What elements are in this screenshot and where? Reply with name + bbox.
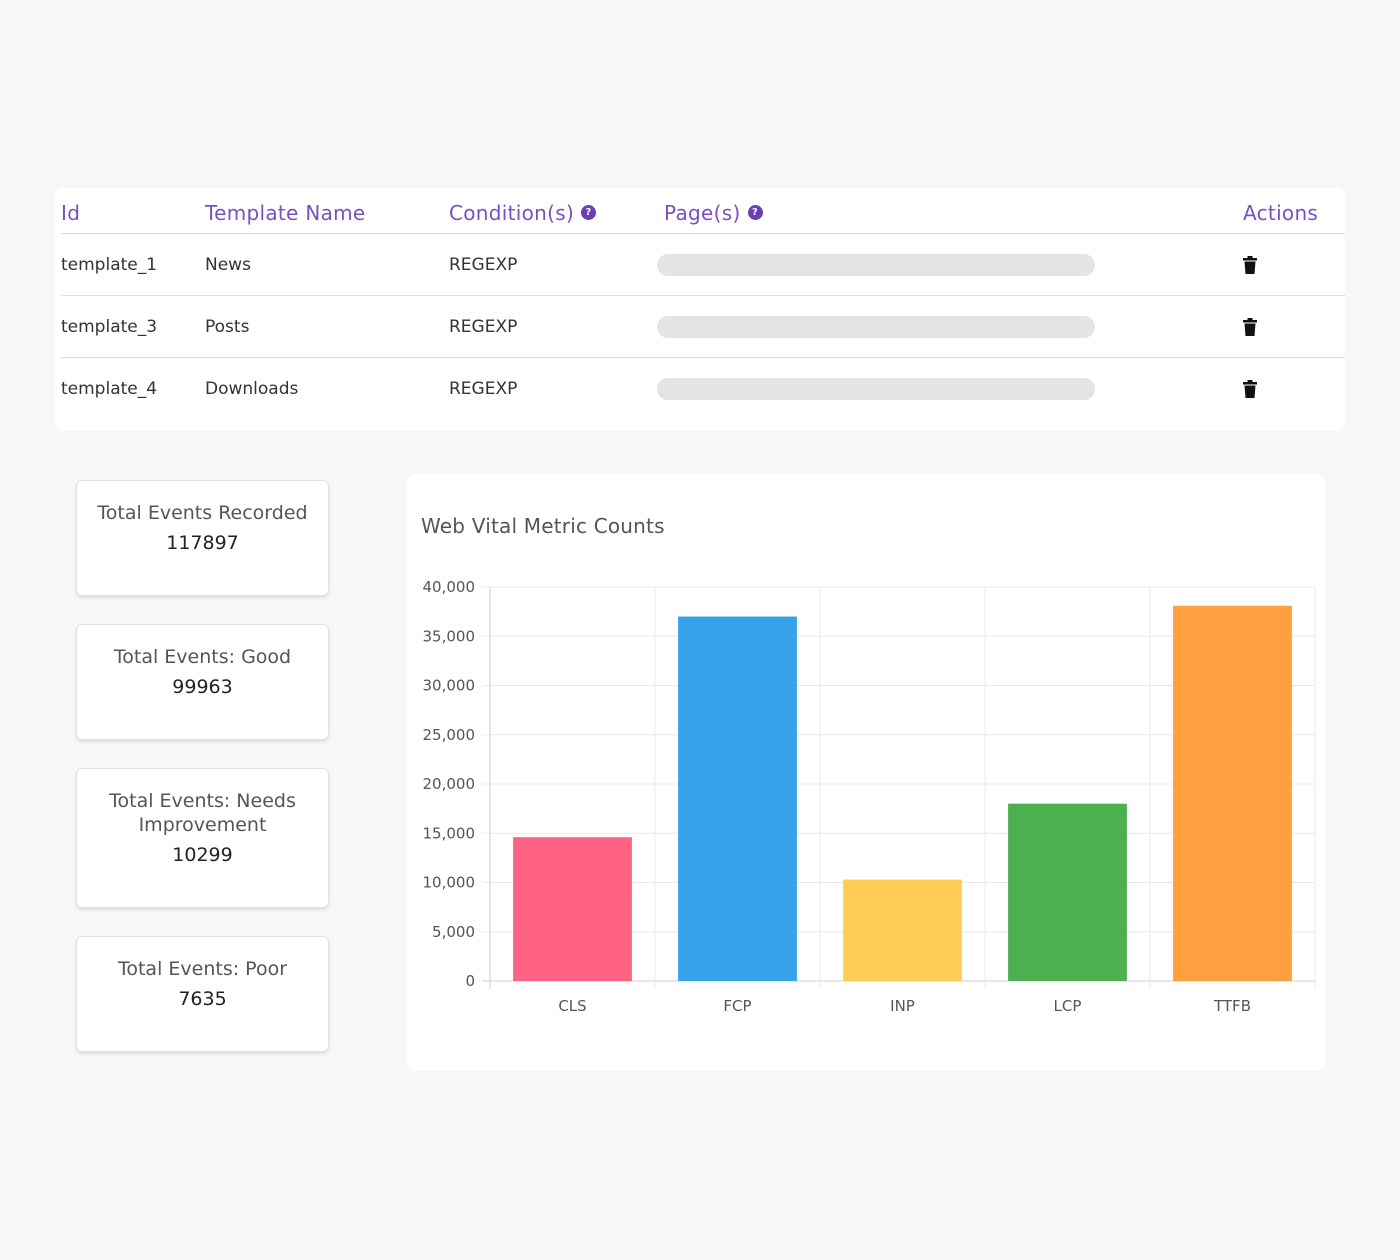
stat-label: Total Events: Needs Improvement <box>109 790 296 836</box>
stat-value: 99963 <box>172 676 233 698</box>
bar-cls <box>513 837 632 981</box>
stat-label: Total Events Recorded <box>97 502 308 524</box>
y-tick-label: 5,000 <box>432 923 475 941</box>
header-conditions-label: Condition(s) <box>449 200 575 225</box>
header-conditions[interactable]: Condition(s) ? <box>449 188 597 233</box>
y-tick-label: 40,000 <box>423 578 476 596</box>
y-tick-label: 0 <box>465 972 475 990</box>
stat-label: Total Events: Poor <box>117 958 288 980</box>
header-actions: Actions <box>1243 200 1319 225</box>
template-condition: REGEXP <box>449 316 518 337</box>
trash-icon[interactable] <box>1243 380 1257 398</box>
template-condition: REGEXP <box>449 379 518 399</box>
stat-card-good: Total Events: Good 99963 <box>76 624 329 740</box>
header-pages-label: Page(s) <box>664 200 741 225</box>
stat-card-poor: Total Events: Poor 7635 <box>76 936 329 1052</box>
stat-value: 117897 <box>166 532 239 554</box>
template-condition: REGEXP <box>449 254 518 275</box>
template-id: template_1 <box>61 254 158 275</box>
template-id: template_4 <box>61 379 158 399</box>
template-name: Posts <box>205 316 250 337</box>
bar-chart: 0 5,000 10,000 15,000 20,000 25,000 30,000 35,0… <box>423 578 1316 1015</box>
x-tick-label: CLS <box>558 997 586 1015</box>
chart-title: Web Vital Metric Counts <box>421 514 665 538</box>
table-header-row: Id Template Name Condition(s) ? Page(s) … <box>61 188 1345 234</box>
trash-icon[interactable] <box>1243 255 1257 274</box>
pages-placeholder-bar <box>657 253 1095 276</box>
stats-panel: Total Events Recorded 117897 Total Event… <box>68 472 350 1072</box>
x-tick-label: TTFB <box>1213 997 1251 1015</box>
table-row: template_1 News REGEXP <box>61 234 1345 296</box>
template-name: Downloads <box>205 379 299 399</box>
table-row: template_3 Posts REGEXP <box>61 296 1345 358</box>
question-circle-icon[interactable]: ? <box>581 205 597 220</box>
stat-value: 7635 <box>178 988 227 1010</box>
bar-fcp <box>678 616 797 981</box>
bar-inp <box>843 879 962 981</box>
stat-value: 10299 <box>172 844 233 866</box>
pages-placeholder-bar <box>657 378 1095 400</box>
trash-icon[interactable] <box>1243 317 1257 336</box>
y-tick-label: 20,000 <box>423 775 476 793</box>
y-tick-label: 25,000 <box>423 726 476 744</box>
y-tick-label: 10,000 <box>423 874 476 892</box>
header-template-name[interactable]: Template Name <box>205 200 366 225</box>
y-tick-label: 15,000 <box>423 824 476 842</box>
y-tick-label: 30,000 <box>423 677 476 695</box>
pages-placeholder-bar <box>657 315 1095 338</box>
header-id[interactable]: Id <box>61 200 81 225</box>
x-tick-label: LCP <box>1054 997 1082 1015</box>
template-name: News <box>205 254 251 275</box>
stat-card-needs-improvement: Total Events: Needs Improvement 10299 <box>76 768 329 908</box>
stat-label: Total Events: Good <box>113 646 292 668</box>
web-vitals-chart-card: Web Vital Metric Counts 0 5,000 10,000 15,0… <box>407 474 1325 1071</box>
table-row: template_4 Downloads REGEXP <box>61 358 1345 420</box>
bar-ttfb <box>1173 605 1292 981</box>
y-tick-label: 35,000 <box>423 627 476 645</box>
templates-table: Id Template Name Condition(s) ? Page(s) … <box>55 188 1345 431</box>
bar-lcp <box>1008 803 1127 981</box>
header-pages[interactable]: Page(s) ? <box>664 188 763 233</box>
stat-card-total: Total Events Recorded 117897 <box>76 480 329 596</box>
question-circle-icon[interactable]: ? <box>747 205 763 220</box>
template-id: template_3 <box>61 316 158 337</box>
x-tick-label: INP <box>890 997 915 1015</box>
x-tick-label: FCP <box>723 997 751 1015</box>
